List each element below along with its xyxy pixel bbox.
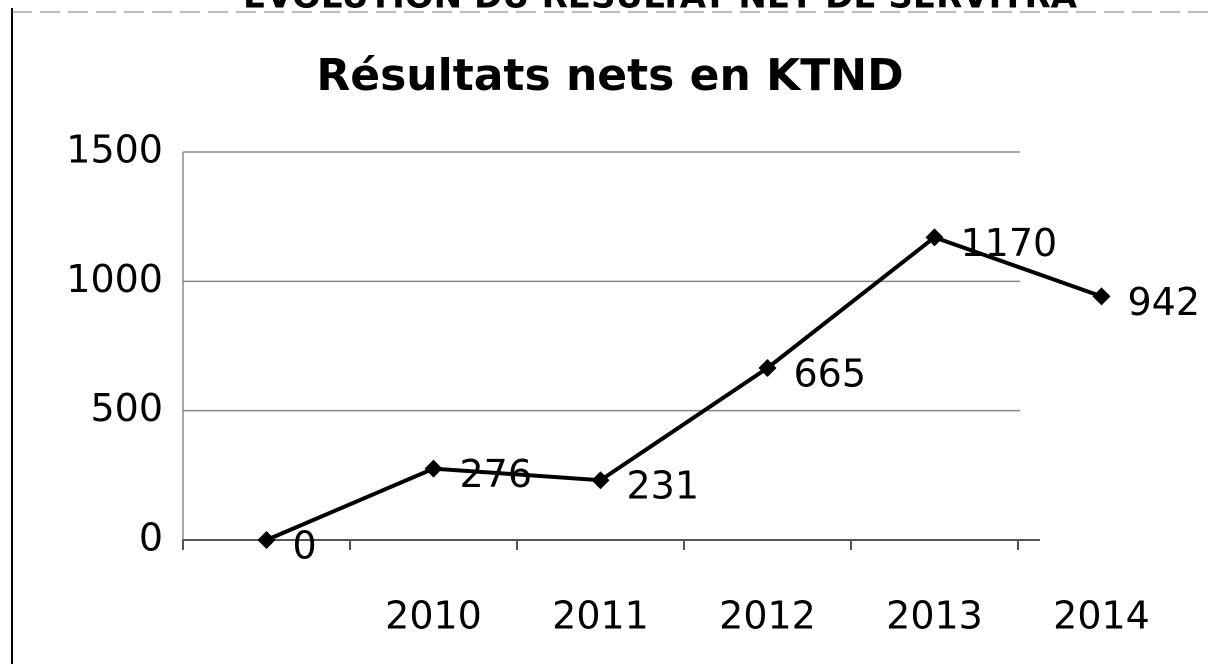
- y-tick-label: 0: [139, 516, 163, 560]
- x-tick-label: 2010: [385, 594, 482, 638]
- y-tick-label: 1500: [66, 128, 163, 172]
- marker: [591, 471, 610, 490]
- chart-supertitle: EVOLUTION DU RESULTAT NET DE SERVITRA: [243, 0, 1078, 17]
- data-label: 231: [627, 464, 700, 508]
- marker: [1092, 287, 1111, 306]
- x-tick-label: 2013: [886, 594, 983, 638]
- data-label: 276: [460, 452, 533, 496]
- x-tick-label: 2011: [552, 594, 649, 638]
- x-tick-label: 2014: [1053, 594, 1150, 638]
- marker: [424, 459, 443, 478]
- x-tick-label: 2012: [719, 594, 816, 638]
- marker: [257, 531, 276, 549]
- data-label: 665: [794, 351, 867, 395]
- data-label: 1170: [961, 221, 1058, 265]
- line: [265, 235, 1103, 542]
- y-tick-label: 500: [90, 386, 163, 430]
- data-label: 0: [293, 524, 317, 568]
- marker: [925, 228, 944, 247]
- y-tick-label: 1000: [66, 257, 163, 301]
- marker: [758, 358, 777, 377]
- data-label: 942: [1128, 280, 1201, 324]
- chart-title: Résultats nets en KTND: [316, 50, 903, 101]
